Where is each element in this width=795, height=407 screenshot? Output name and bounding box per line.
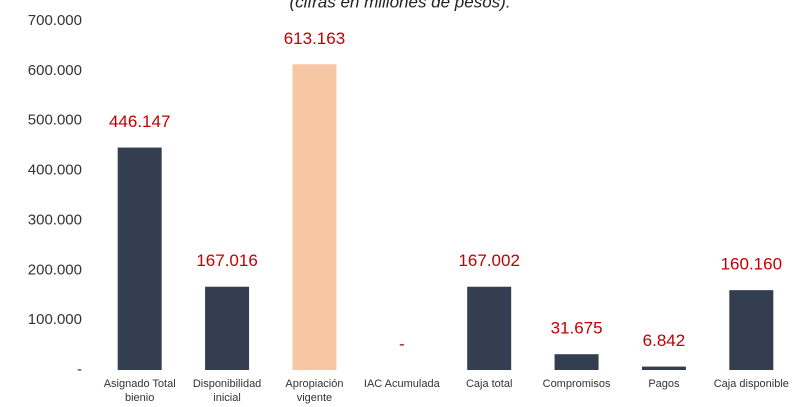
x-tick-label: Apropiación vigente xyxy=(285,378,344,404)
x-tick-label: IAC Acumulada xyxy=(363,378,440,390)
chart-subtitle: (cifras en millones de pesos). xyxy=(289,0,510,11)
y-tick-label: 600.000 xyxy=(28,62,82,79)
data-label: 613.163 xyxy=(284,29,345,48)
data-label: 167.002 xyxy=(458,251,519,270)
bar xyxy=(467,286,512,370)
x-tick-label: Asignado Total bienio xyxy=(103,378,176,404)
y-tick-label: 700.000 xyxy=(28,12,82,29)
bar xyxy=(292,64,337,371)
y-tick-label: 500.000 xyxy=(28,112,82,129)
data-label: - xyxy=(399,334,405,353)
x-tick-label: Disponibilidad inicial xyxy=(192,378,262,404)
y-tick-label: 300.000 xyxy=(28,211,82,228)
data-label: 6.842 xyxy=(643,331,686,350)
data-label: 31.675 xyxy=(551,319,603,338)
bar xyxy=(205,286,250,370)
x-tick-label: Caja disponible xyxy=(713,378,789,390)
data-label: 167.016 xyxy=(196,251,257,270)
y-tick-label: 400.000 xyxy=(28,162,82,179)
data-label: 160.160 xyxy=(721,255,782,274)
y-tick-label: 200.000 xyxy=(28,261,82,278)
bar xyxy=(117,147,162,370)
bar xyxy=(641,366,686,370)
x-tick-label: Pagos xyxy=(648,378,680,390)
y-tick-label: - xyxy=(77,361,82,378)
x-tick-label: Caja total xyxy=(465,378,513,390)
bar xyxy=(554,354,599,370)
y-tick-label: 100.000 xyxy=(28,311,82,328)
x-tick-label: Compromisos xyxy=(542,378,611,390)
data-label: 446.147 xyxy=(109,112,170,131)
bar xyxy=(729,290,774,370)
